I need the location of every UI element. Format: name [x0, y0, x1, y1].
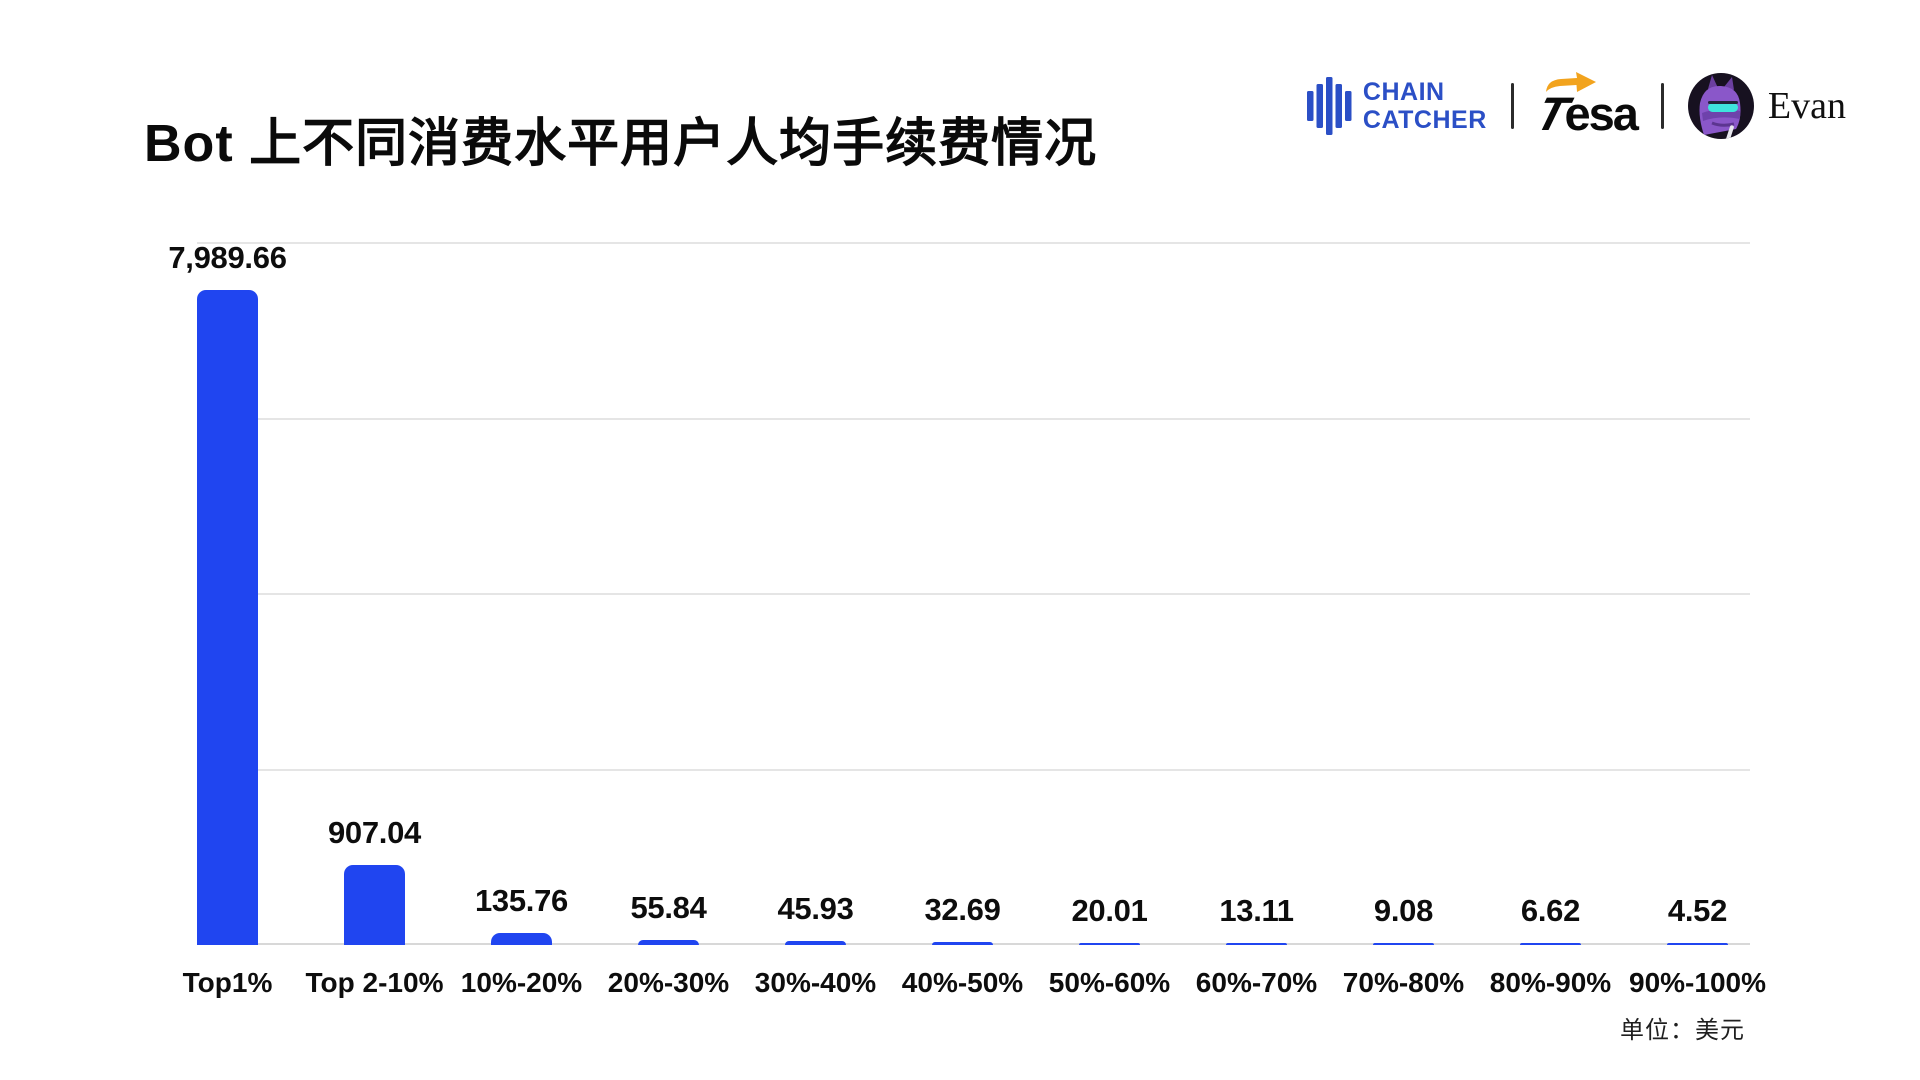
bar-value-label: 7,989.66	[168, 240, 287, 275]
unit-note: 单位：美元	[1620, 1017, 1745, 1044]
bar	[785, 940, 846, 945]
bar-column: 13.11	[1183, 242, 1330, 945]
evan-logo: Evan	[1687, 73, 1846, 139]
bar-category-label: 30%-40%	[754, 967, 877, 998]
gridline-2000	[197, 769, 1750, 771]
page-title: Bot 上不同消费水平用户人均手续费情况	[144, 114, 1098, 173]
category-labels: Top1% Top 2-10% 10%-20% 20%-30% 30%-40% 40%-5…	[154, 967, 1771, 999]
bar	[344, 865, 405, 945]
logo-divider	[1510, 83, 1514, 129]
tesa-logo: Tesa	[1530, 71, 1639, 140]
tesa-logo-text: Tesa	[1530, 86, 1639, 140]
bar-value-label: 4.52	[1667, 892, 1728, 928]
gridline-6000	[197, 418, 1750, 420]
evan-avatar	[1687, 73, 1754, 139]
bar	[1520, 942, 1581, 945]
bar-value-label: 6.62	[1520, 892, 1581, 928]
bar-category-label: 20%-30%	[607, 967, 730, 998]
bar-category-label: 70%-80%	[1342, 967, 1465, 998]
plot-area: 7,989.66 907.04 135.76 55.84 45.93 32.69 20.01…	[154, 242, 1771, 945]
tesa-arrow-icon	[1544, 71, 1596, 101]
chaincatcher-logo: CHAIN CATCHER	[1306, 77, 1487, 135]
chaincatcher-logo-text: CHAIN CATCHER	[1362, 78, 1487, 134]
bar	[1373, 942, 1434, 945]
bar-value-label: 32.69	[924, 892, 1001, 928]
bar	[491, 933, 552, 945]
bars: 7,989.66 907.04 135.76 55.84 45.93 32.69 20.01…	[154, 242, 1771, 945]
bar-category-label: 90%-100%	[1629, 967, 1766, 998]
bar-column: 32.69	[889, 242, 1036, 945]
bar-value-label: 55.84	[630, 890, 707, 926]
bar-chart: 7,989.66 907.04 135.76 55.84 45.93 32.69 20.01…	[154, 242, 1771, 999]
gridline-4000	[197, 593, 1750, 595]
bar-value-label: 45.93	[777, 890, 854, 926]
bar-column: 9.08	[1330, 242, 1477, 945]
chaincatcher-logo-icon	[1306, 77, 1352, 135]
bar-column: 907.04	[301, 242, 448, 945]
bar-column: 55.84	[595, 242, 742, 945]
bar-category-label: 60%-70%	[1195, 967, 1318, 998]
bar-column: 20.01	[1036, 242, 1183, 945]
bar-value-label: 9.08	[1373, 892, 1434, 928]
bar-value-label: 20.01	[1071, 892, 1148, 928]
bar-category-label: Top 2-10%	[305, 967, 444, 998]
gridline-8000	[197, 242, 1750, 244]
bar-column: 7,989.66	[154, 242, 301, 945]
bar-value-label: 907.04	[327, 815, 422, 851]
bar-value-label: 13.11	[1219, 892, 1294, 928]
bar-column: 135.76	[448, 242, 595, 945]
bar	[1667, 942, 1728, 945]
bar-category-label: Top1%	[182, 967, 273, 998]
bar-value-label: 135.76	[474, 883, 569, 919]
bar	[1079, 942, 1140, 945]
bar	[197, 290, 258, 945]
logo-row: CHAIN CATCHER Tesa	[1306, 68, 1846, 144]
evan-name: Evan	[1767, 85, 1846, 127]
bar-column: 6.62	[1477, 242, 1624, 945]
logo-divider	[1660, 83, 1664, 129]
bar-category-label: 40%-50%	[901, 967, 1024, 998]
bar-category-label: 10%-20%	[460, 967, 583, 998]
bar-column: 45.93	[742, 242, 889, 945]
bar-column: 4.52	[1624, 242, 1771, 945]
bar	[932, 942, 993, 945]
bar	[1226, 942, 1287, 945]
bar-category-label: 50%-60%	[1048, 967, 1171, 998]
bar	[638, 940, 699, 945]
bar-category-label: 80%-90%	[1489, 967, 1612, 998]
